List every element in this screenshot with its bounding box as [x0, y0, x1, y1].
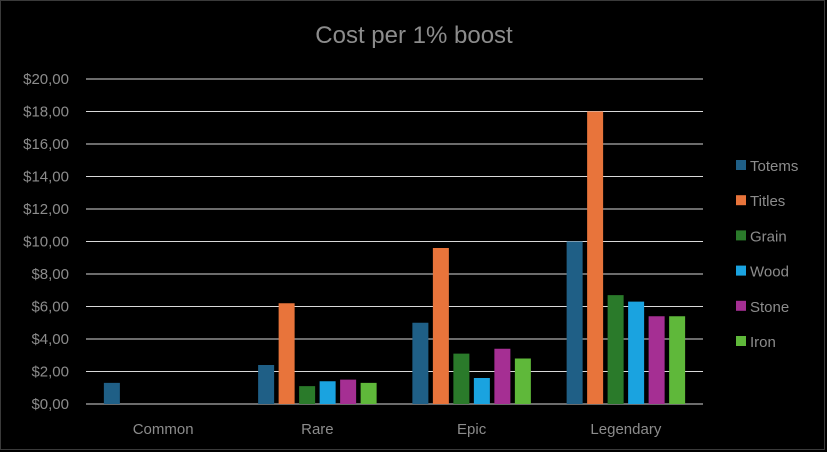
bar-stone-epic: [494, 348, 511, 404]
x-category-label: Epic: [457, 421, 487, 438]
bar-grain-epic: [453, 353, 470, 404]
legend-swatch: [736, 195, 746, 206]
bar-titles-epic: [432, 248, 449, 404]
legend-swatch: [736, 265, 746, 276]
x-axis-categories: Common Rare Epic Legendary: [133, 421, 662, 438]
legend-label: Wood: [750, 264, 789, 281]
legend-label: Grain: [750, 228, 787, 245]
y-tick-label: $10,00: [23, 234, 69, 251]
legend-swatch: [736, 300, 746, 311]
x-category-label: Common: [133, 421, 194, 438]
legend-swatch: [736, 160, 746, 170]
legend-label: Totems: [750, 158, 798, 175]
bar-grain-legendary: [607, 295, 624, 404]
y-tick-label: $2,00: [31, 364, 69, 381]
legend-label: Iron: [750, 334, 776, 351]
y-tick-label: $14,00: [23, 169, 69, 186]
bar-stone-legendary: [648, 316, 665, 404]
legend-label: Titles: [750, 193, 785, 210]
chart-title: Cost per 1% boost: [315, 22, 513, 49]
bar-wood-legendary: [628, 301, 645, 404]
y-axis-ticks: $0,00 $2,00 $4,00 $6,00 $8,00 $10,00 $12,00 $14…: [23, 71, 69, 413]
bar-stone-rare: [340, 379, 357, 404]
y-tick-label: $4,00: [31, 331, 69, 348]
bar-totems-rare: [258, 365, 275, 404]
bar-titles-legendary: [587, 111, 604, 404]
bar-wood-rare: [319, 381, 336, 404]
y-tick-label: $20,00: [23, 71, 69, 88]
y-tick-label: $18,00: [23, 104, 69, 121]
bar-totems-legendary: [566, 241, 583, 404]
legend: Totems Titles Grain Wood Stone Iron: [736, 158, 798, 351]
y-tick-label: $6,00: [31, 299, 69, 316]
bar-grain-rare: [299, 386, 316, 404]
y-tick-label: $0,00: [31, 396, 69, 413]
bars: [103, 111, 686, 404]
bar-totems-epic: [412, 322, 429, 404]
bar-iron-epic: [514, 358, 531, 404]
y-tick-label: $16,00: [23, 136, 69, 153]
bar-titles-rare: [278, 303, 295, 404]
bar-iron-legendary: [669, 316, 686, 404]
y-tick-label: $12,00: [23, 201, 69, 218]
legend-label: Stone: [750, 299, 789, 316]
x-category-label: Rare: [301, 421, 334, 438]
legend-swatch: [736, 336, 746, 346]
bar-iron-rare: [360, 382, 377, 404]
x-category-label: Legendary: [590, 421, 661, 438]
legend-swatch: [736, 230, 746, 241]
bar-totems-common: [103, 382, 120, 404]
y-tick-label: $8,00: [31, 266, 69, 283]
bar-wood-epic: [473, 378, 490, 404]
